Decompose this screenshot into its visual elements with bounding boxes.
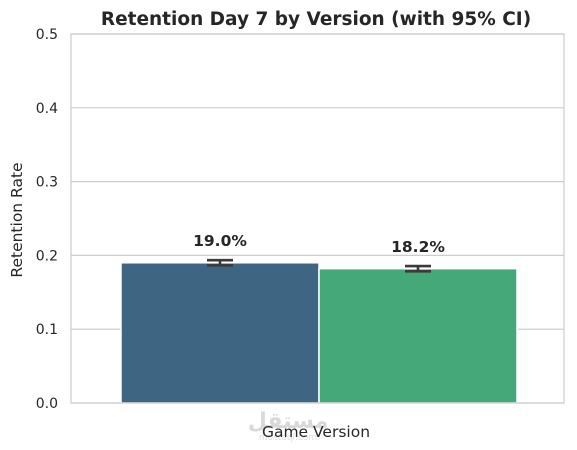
y-tick-label: 0.0	[36, 396, 58, 412]
y-axis-label: Retention Rate	[8, 162, 26, 277]
bar-value-label: 18.2%	[391, 238, 445, 256]
data-labels: 19.0% 18.2%	[193, 232, 445, 256]
error-bars	[207, 258, 431, 273]
bars	[120, 262, 518, 404]
watermark-logo: مستقل	[248, 409, 328, 434]
chart-title: Retention Day 7 by Version (with 95% CI)	[101, 9, 531, 30]
y-tick-label: 0.5	[36, 27, 58, 43]
y-tick-label: 0.1	[36, 322, 58, 338]
bar-value-label: 19.0%	[193, 232, 247, 250]
y-tick-label: 0.4	[36, 101, 58, 117]
watermark-url: mostaql.com	[259, 433, 317, 443]
y-tick-label: 0.2	[36, 248, 58, 264]
plot-frame	[70, 33, 565, 404]
x-axis-label: Game Version	[262, 423, 370, 441]
y-tick-labels: 0.0 0.1 0.2 0.3 0.4 0.5	[36, 27, 58, 412]
y-tick-label: 0.3	[36, 175, 58, 191]
bar	[318, 267, 518, 404]
bar	[120, 262, 320, 404]
